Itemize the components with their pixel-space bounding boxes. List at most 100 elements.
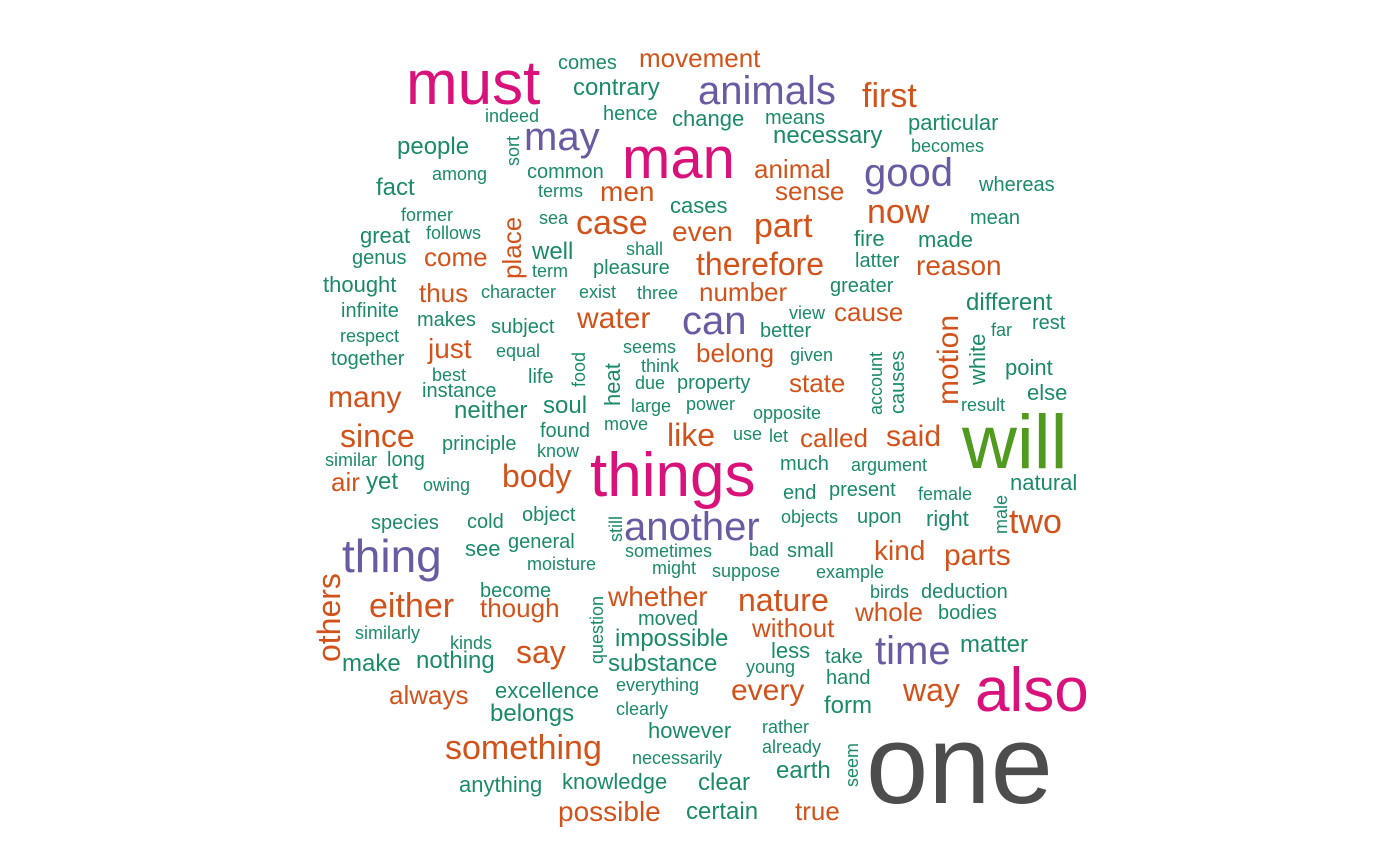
word-cause: cause	[834, 297, 903, 327]
word-among: among	[432, 164, 487, 184]
word-small: small	[787, 540, 834, 562]
word-rest: rest	[1032, 312, 1066, 334]
word-see: see	[465, 536, 500, 561]
word-shall: shall	[626, 239, 663, 259]
word-right: right	[926, 506, 969, 531]
word-latter: latter	[855, 250, 900, 272]
word-clearly: clearly	[616, 699, 668, 719]
word-property: property	[677, 372, 750, 394]
word-must: must	[406, 49, 540, 118]
word-moved: moved	[638, 608, 698, 630]
word-principle: principle	[442, 433, 516, 455]
word-since: since	[340, 418, 415, 454]
word-mean: mean	[970, 207, 1020, 229]
word-sort: sort	[503, 136, 523, 166]
word-point: point	[1005, 355, 1053, 380]
word-general: general	[508, 531, 575, 553]
word-necessary: necessary	[773, 122, 882, 149]
word-think: think	[641, 356, 680, 376]
word-take: take	[825, 646, 863, 668]
word-life: life	[528, 366, 554, 388]
word-makes: makes	[417, 309, 476, 331]
word-species: species	[371, 512, 439, 534]
word-male: male	[991, 495, 1011, 534]
word-even: even	[672, 216, 733, 247]
word-everything: everything	[616, 675, 699, 695]
word-will: will	[961, 400, 1068, 485]
word-question: question	[587, 596, 607, 664]
word-true: true	[795, 796, 840, 826]
word-moisture: moisture	[527, 554, 596, 574]
word-given: given	[790, 345, 833, 365]
word-know: know	[537, 441, 580, 461]
word-two: two	[1009, 503, 1062, 541]
word-bad: bad	[749, 540, 779, 560]
word-man: man	[622, 126, 735, 191]
word-owing: owing	[423, 475, 470, 495]
word-state: state	[789, 368, 845, 398]
word-bodies: bodies	[938, 602, 997, 624]
word-body: body	[502, 458, 571, 494]
word-without: without	[751, 613, 835, 643]
word-every: every	[731, 674, 804, 707]
word-just: just	[427, 333, 472, 364]
word-character: character	[481, 282, 556, 302]
word-object: object	[522, 504, 576, 526]
word-water: water	[576, 302, 650, 335]
word-can: can	[682, 299, 747, 343]
word-good: good	[864, 151, 953, 195]
word-though: though	[480, 593, 560, 623]
word-much: much	[780, 453, 829, 475]
word-hence: hence	[603, 103, 658, 125]
word-belongs: belongs	[490, 700, 574, 727]
word-might: might	[652, 558, 696, 578]
word-still: still	[606, 516, 626, 542]
word-far: far	[991, 320, 1012, 340]
word-substance: substance	[608, 650, 717, 677]
word-upon: upon	[857, 506, 902, 528]
word-soul: soul	[543, 392, 587, 419]
word-impossible: impossible	[615, 625, 728, 652]
word-certain: certain	[686, 798, 758, 825]
word-thing: thing	[342, 530, 442, 582]
word-anything: anything	[459, 772, 542, 797]
word-belong: belong	[696, 338, 774, 368]
word-long: long	[387, 449, 425, 471]
word-first: first	[862, 77, 917, 115]
word-way: way	[902, 672, 960, 708]
word-similarly: similarly	[355, 623, 420, 643]
word-therefore: therefore	[696, 246, 824, 282]
word-necessarily: necessarily	[632, 748, 722, 768]
word-clear: clear	[698, 769, 750, 796]
word-rather: rather	[762, 717, 809, 737]
word-seem: seem	[842, 743, 862, 787]
word-whole: whole	[854, 597, 923, 627]
word-let: let	[769, 426, 788, 446]
word-however: however	[648, 718, 731, 743]
word-found: found	[540, 420, 590, 442]
word-together: together	[331, 348, 405, 370]
word-many: many	[328, 381, 401, 414]
word-respect: respect	[340, 326, 399, 346]
word-now: now	[867, 193, 930, 231]
word-young: young	[746, 657, 795, 677]
word-become: become	[480, 580, 551, 602]
word-form: form	[824, 692, 872, 719]
word-sense: sense	[775, 176, 844, 206]
word-place: place	[497, 217, 527, 279]
word-cold: cold	[467, 511, 504, 533]
word-reason: reason	[916, 250, 1002, 281]
word-different: different	[966, 289, 1053, 316]
word-exist: exist	[579, 282, 616, 302]
word-made: made	[918, 227, 973, 252]
word-things: things	[590, 441, 755, 510]
word-contrary: contrary	[573, 74, 660, 101]
word-animals: animals	[698, 69, 836, 113]
word-white: white	[965, 334, 990, 386]
word-infinite: infinite	[341, 300, 399, 322]
word-yet: yet	[366, 468, 398, 495]
word-something: something	[445, 729, 602, 767]
word-also: also	[975, 656, 1089, 725]
word-natural: natural	[1010, 470, 1077, 495]
